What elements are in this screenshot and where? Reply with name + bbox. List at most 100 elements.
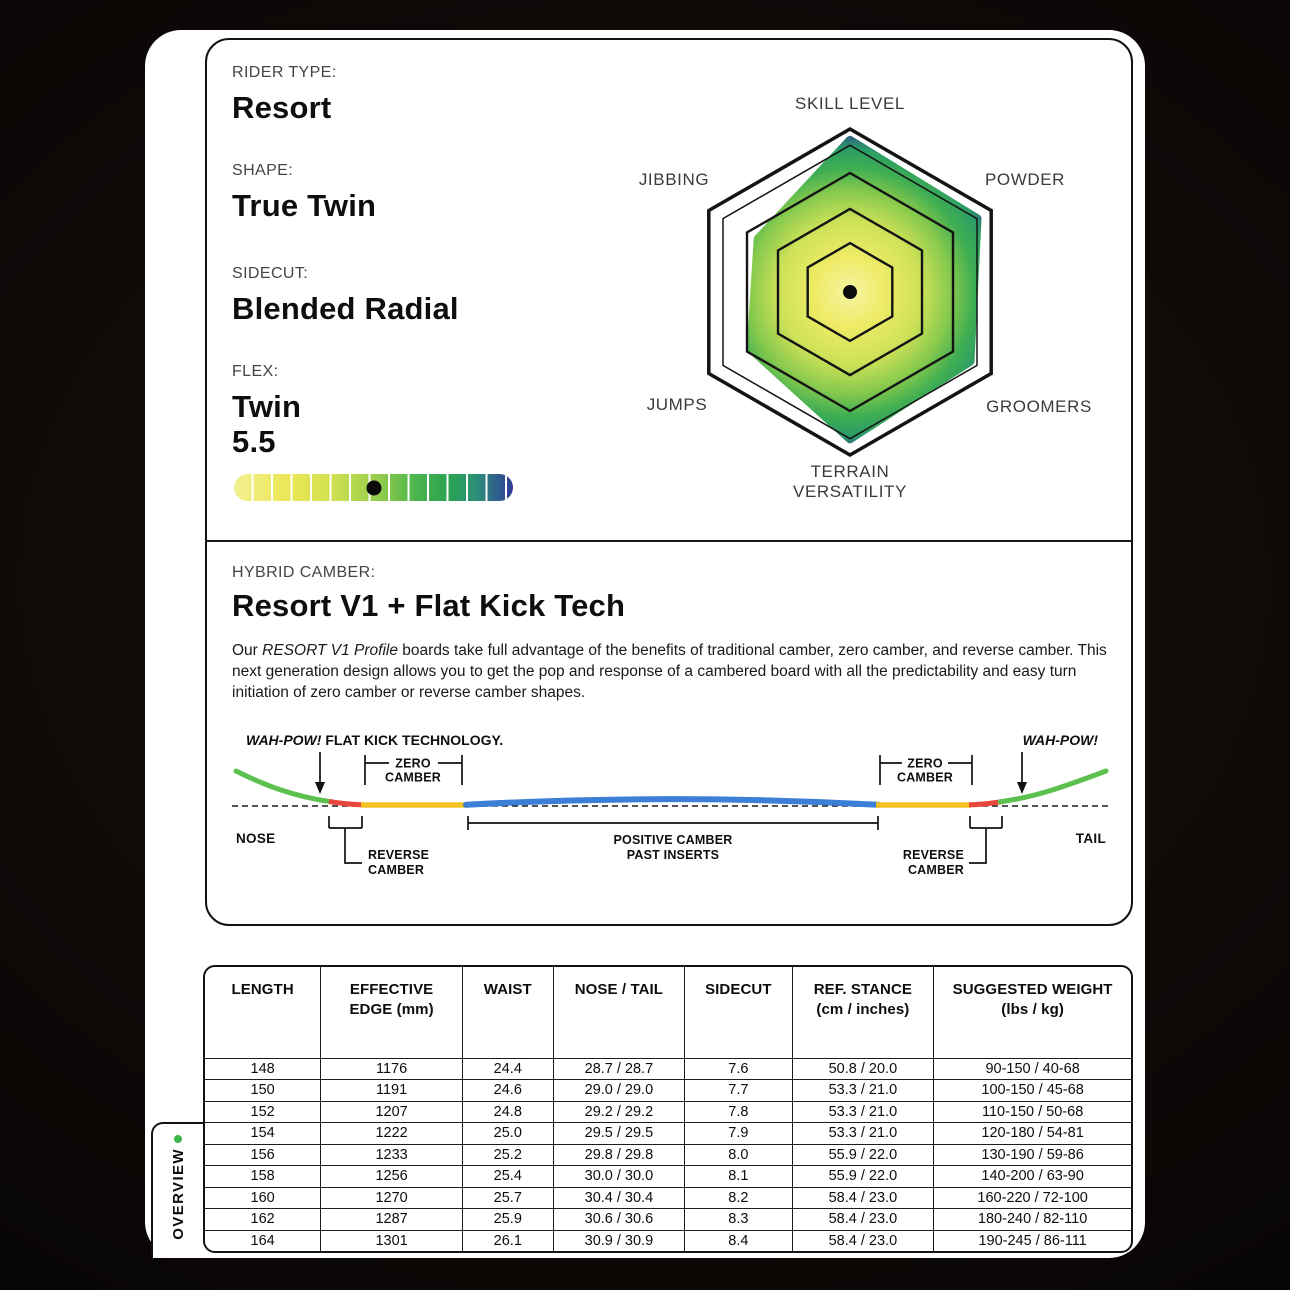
table-header-cell: LENGTH [205,967,322,1059]
flat-kick-arrowhead-right [1017,782,1027,794]
table-cell: 152 [205,1101,322,1123]
flex-value-number: 5.5 [232,423,276,459]
flex-group: FLEX: Twin 5.5 [232,363,301,459]
zero-camber-left-label-2: CAMBER [385,771,441,785]
flex-label: FLEX: [232,363,279,380]
radar-grid-ring [776,207,924,377]
rider-type-value: Resort [232,90,332,125]
table-row: 154 1222 25.0 29.5 / 29.5 7.9 53.3 / 21.0 120-… [205,1122,1131,1145]
camber-profile-name: RESORT V1 Profile [262,642,398,659]
nose-label: NOSE [236,831,275,846]
table-row: 158 1256 25.4 30.0 / 30.0 8.1 55.9 / 22.0 140-… [205,1165,1131,1188]
table-cell: 7.6 [684,1058,793,1080]
table-cell: 164 [205,1230,322,1251]
camber-desc-prefix: Our [232,642,263,659]
table-row: 162 1287 25.9 30.6 / 30.6 8.3 58.4 / 23.0 180-… [205,1208,1131,1231]
flat-kick-callout: WAH-POW! FLAT KICK TECHNOLOGY. [246,732,503,748]
reverse-right-leader [969,828,987,864]
sidecut-label: SIDECUT: [232,265,309,282]
table-cell: 24.4 [462,1058,554,1080]
wah-pow-right-label: WAH-POW! [1023,732,1099,748]
table-cell: 1191 [320,1079,463,1102]
table-cell: 160-220 / 72-100 [933,1187,1131,1209]
radar-label-jibbing: JIBBING [638,170,710,189]
table-cell: 156 [205,1144,322,1166]
table-cell: 7.7 [684,1079,793,1102]
table-cell: 7.9 [684,1122,793,1145]
reverse-camber-left-label-2: CAMBER [368,863,424,877]
flat-kick-arrowhead-left [315,782,325,794]
table-cell: 110-150 / 50-68 [933,1101,1131,1123]
table-cell: 25.9 [462,1208,554,1231]
table-cell: 1176 [320,1058,463,1080]
spec-table-header-row: LENGTH EFFECTIVE EDGE (mm) WAIST NOSE / TAIL… [205,967,1131,1059]
table-row: 152 1207 24.8 29.2 / 29.2 7.8 53.3 / 21.0 110-… [205,1101,1131,1123]
table-cell: 150 [205,1079,322,1102]
radar-label-jumps: JUMPS [646,395,708,414]
table-cell: 30.4 / 30.4 [553,1187,686,1209]
table-cell: 1207 [320,1101,463,1123]
flex-value-name: Twin [232,389,302,424]
camber-desc-rest: boards take full advantage of the benefi… [232,642,1107,702]
radar-grid-ring [745,171,955,413]
spec-sheet-page: RIDER TYPE: Resort SHAPE: True Twin SIDE… [145,30,1145,1258]
table-cell: 28.7 / 28.7 [553,1058,686,1080]
table-cell: 58.4 / 23.0 [792,1208,935,1231]
size-chart-panel: LENGTH EFFECTIVE EDGE (mm) WAIST NOSE / TAIL… [203,965,1133,1253]
radar-label-terrain-versatility: TERRAIN VERSATILITY [793,462,907,502]
flex-marker [366,480,381,495]
table-header-cell: SUGGESTED WEIGHT (lbs / kg) [933,967,1131,1059]
table-cell: 25.4 [462,1165,554,1188]
table-cell: 25.7 [462,1187,554,1209]
nose-reverse-camber-segment [328,799,364,808]
reverse-left-leader [344,828,362,864]
table-cell: 29.5 / 29.5 [553,1122,686,1145]
table-cell: 1270 [320,1187,463,1209]
positive-camber-label-1: POSITIVE CAMBER [614,833,733,847]
spec-table: LENGTH EFFECTIVE EDGE (mm) WAIST NOSE / TAIL… [205,967,1131,1251]
radar-center-dot [843,285,857,299]
table-cell: 53.3 / 21.0 [792,1079,935,1102]
board-info-panel: RIDER TYPE: Resort SHAPE: True Twin SIDE… [205,38,1133,926]
table-header-cell: EFFECTIVE EDGE (mm) [320,967,463,1059]
table-row: 148 1176 24.4 28.7 / 28.7 7.6 50.8 / 20.0 90-1… [205,1058,1131,1080]
tail-rise-segment [997,768,1109,805]
table-cell: 8.0 [684,1144,793,1166]
radar-svg [707,126,993,458]
table-cell: 148 [205,1058,322,1080]
spec-table-body: 148 1176 24.4 28.7 / 28.7 7.6 50.8 / 20.0 90-1… [205,1058,1131,1251]
zero-camber-right-label-2: CAMBER [897,771,953,785]
table-row: 156 1233 25.2 29.8 / 29.8 8.0 55.9 / 22.0 130-… [205,1144,1131,1166]
table-cell: 160 [205,1187,322,1209]
table-cell: 26.1 [462,1230,554,1251]
hybrid-camber-label: HYBRID CAMBER: [232,564,376,581]
flat-kick-label: FLAT KICK TECHNOLOGY. [321,732,503,748]
table-cell: 140-200 / 63-90 [933,1165,1131,1188]
table-cell: 1301 [320,1230,463,1251]
zero-camber-left-label-1: ZERO [395,757,431,771]
table-cell: 24.8 [462,1101,554,1123]
table-cell: 29.0 / 29.0 [553,1079,686,1102]
table-row: 164 1301 26.1 30.9 / 30.9 8.4 58.4 / 23.0 190-… [205,1230,1131,1251]
reverse-camber-right-label-2: CAMBER [908,863,964,877]
zero-camber-right-label-1: ZERO [907,757,943,771]
table-cell: 8.4 [684,1230,793,1251]
overview-tab-label: OVERVIEW [169,1148,187,1240]
radar-grid-ring [806,241,894,343]
overview-tab[interactable]: OVERVIEW [151,1122,203,1258]
table-cell: 154 [205,1122,322,1145]
flex-scale-bar [234,474,513,501]
table-row: 160 1270 25.7 30.4 / 30.4 8.2 58.4 / 23.0 160-… [205,1187,1131,1209]
table-cell: 50.8 / 20.0 [792,1058,935,1080]
table-cell: 55.9 / 22.0 [792,1165,935,1188]
table-header-cell: SIDECUT [684,967,793,1059]
rider-type-label: RIDER TYPE: [232,64,337,81]
nose-rise-segment [233,768,335,805]
table-cell: 58.4 / 23.0 [792,1230,935,1251]
positive-camber-label-2: PAST INSERTS [627,848,719,862]
shape-value: True Twin [232,188,377,223]
table-cell: 55.9 / 22.0 [792,1144,935,1166]
table-cell: 1287 [320,1208,463,1231]
table-cell: 190-245 / 86-111 [978,1232,1087,1249]
reverse-camber-left-label-1: REVERSE [368,848,429,862]
